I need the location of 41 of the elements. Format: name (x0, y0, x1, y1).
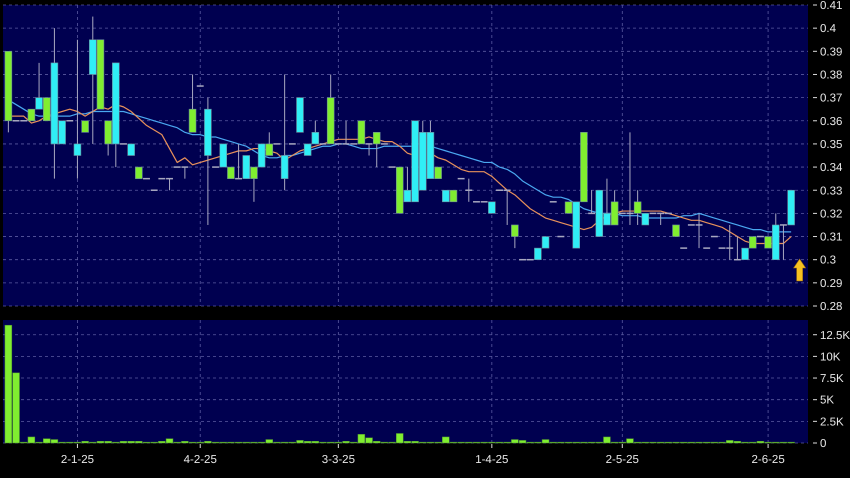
candlestick (464, 178, 474, 202)
candlestick (364, 143, 374, 156)
y-tick-label: 0.33 (820, 185, 842, 198)
x-tick-label: 3-3-25 (322, 454, 355, 466)
x-tick-label: 2-5-25 (606, 454, 639, 466)
candlestick (280, 74, 288, 191)
y-tick-label: 0.3 (820, 254, 836, 267)
y-tick-label: 0.41 (820, 0, 842, 12)
y-tick-label: 0.35 (820, 138, 842, 151)
y-tick-label: 2.5K (820, 416, 844, 428)
candlestick (234, 143, 243, 180)
candlestick (511, 224, 519, 249)
x-tick-label: 2-1-25 (60, 454, 94, 466)
y-tick-label: 0.34 (820, 162, 843, 174)
y-tick-label: 0 (820, 438, 826, 450)
y-tick-label: 7.5K (820, 373, 844, 386)
candlestick (587, 190, 596, 214)
y-tick-label: 10K (820, 351, 841, 364)
y-tick-label: 0.36 (820, 116, 842, 128)
y-tick-label: 0.29 (820, 278, 842, 290)
x-tick-label: 1-4-25 (475, 454, 508, 466)
candlestick (188, 74, 196, 133)
x-tick-label: 4-2-25 (184, 454, 217, 466)
y-tick-label: 0.32 (820, 208, 842, 220)
y-tick-label: 0.4 (820, 23, 837, 36)
candlestick (733, 236, 742, 260)
candlestick (672, 224, 680, 237)
candlestick (81, 120, 89, 133)
x-tick-label: 2-6-25 (751, 454, 785, 466)
y-tick-label: 0.28 (820, 301, 842, 314)
y-tick-label: 0.31 (820, 232, 842, 244)
y-tick-label: 0.37 (820, 92, 842, 105)
y-tick-label: 0.38 (820, 69, 842, 82)
candlestick (488, 202, 496, 214)
y-tick-label: 0.39 (820, 46, 842, 58)
candlestick (135, 166, 143, 179)
y-tick-label: 12.5K (820, 330, 850, 342)
candlestick (127, 144, 135, 156)
candlestick (779, 224, 788, 260)
y-tick-label: 5K (820, 394, 834, 407)
candlestick (358, 120, 366, 144)
